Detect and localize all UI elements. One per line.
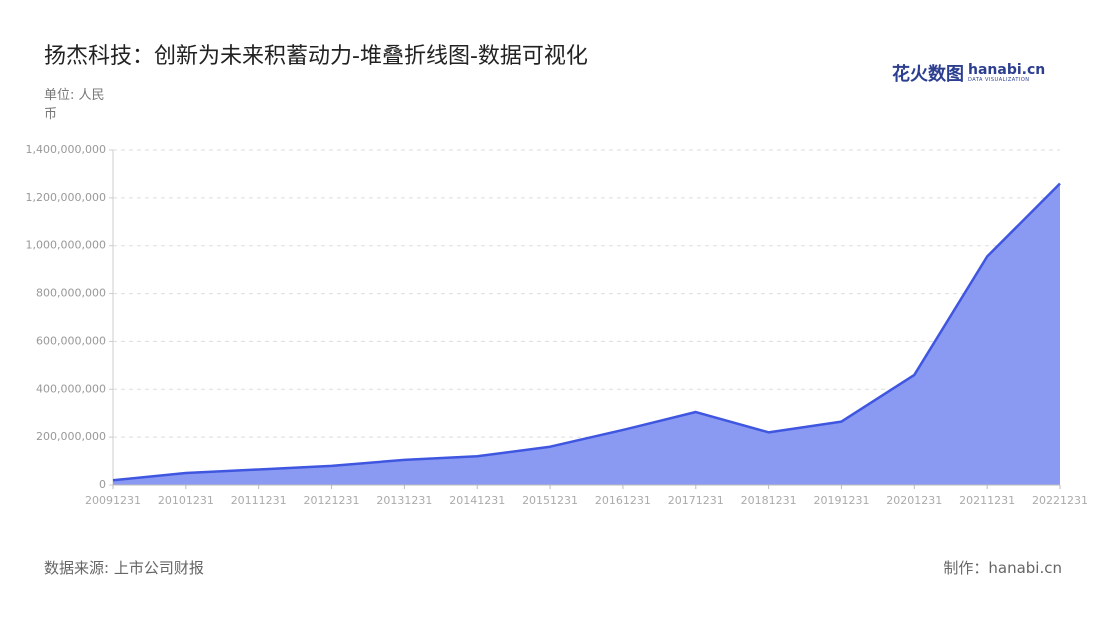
x-tick-label: 20111231: [231, 494, 287, 507]
x-tick-label: 20171231: [668, 494, 724, 507]
y-tick-label: 800,000,000: [36, 287, 106, 300]
x-tick-label: 20151231: [522, 494, 578, 507]
chart-title: 扬杰科技：创新为未来积蓄动力-堆叠折线图-数据可视化: [44, 44, 588, 69]
logo-text: hanabi.cn DATA VISUALIZATION: [968, 61, 1046, 83]
logo: 花火数图 hanabi.cn DATA VISUALIZATION: [892, 60, 1045, 86]
x-tick-label: 20181231: [741, 494, 797, 507]
credit: 制作：hanabi.cn: [943, 559, 1062, 577]
y-tick-label: 200,000,000: [36, 430, 106, 443]
x-tick-label: 20221231: [1032, 494, 1088, 507]
x-tick-label: 20211231: [959, 494, 1015, 507]
logo-cn: 花火数图: [892, 64, 964, 85]
logo-sub: DATA VISUALIZATION: [968, 76, 1030, 83]
line: [112, 182, 1061, 482]
x-tick-label: 20131231: [376, 494, 432, 507]
y-tick-label: 0: [99, 478, 106, 491]
x-tick-label: 20161231: [595, 494, 651, 507]
x-tick-label: 20121231: [304, 494, 360, 507]
x-tick-label: 20091231: [85, 494, 141, 507]
x-tick-label: 20141231: [449, 494, 505, 507]
x-tick-label: 20191231: [813, 494, 869, 507]
y-tick-label: 600,000,000: [36, 334, 106, 347]
unit-label: 单位: 人民币: [44, 88, 105, 122]
area: [113, 183, 1060, 485]
x-tick-label: 20101231: [158, 494, 214, 507]
y-tick-label: 400,000,000: [36, 382, 106, 395]
y-tick-label: 1,000,000,000: [26, 239, 106, 252]
y-tick-label: 1,200,000,000: [26, 191, 106, 204]
logo-en: hanabi.cn: [968, 61, 1046, 78]
y-tick-label: 1,400,000,000: [26, 143, 106, 156]
source: 数据来源: 上市公司财报: [44, 559, 204, 577]
x-tick-label: 20201231: [886, 494, 942, 507]
